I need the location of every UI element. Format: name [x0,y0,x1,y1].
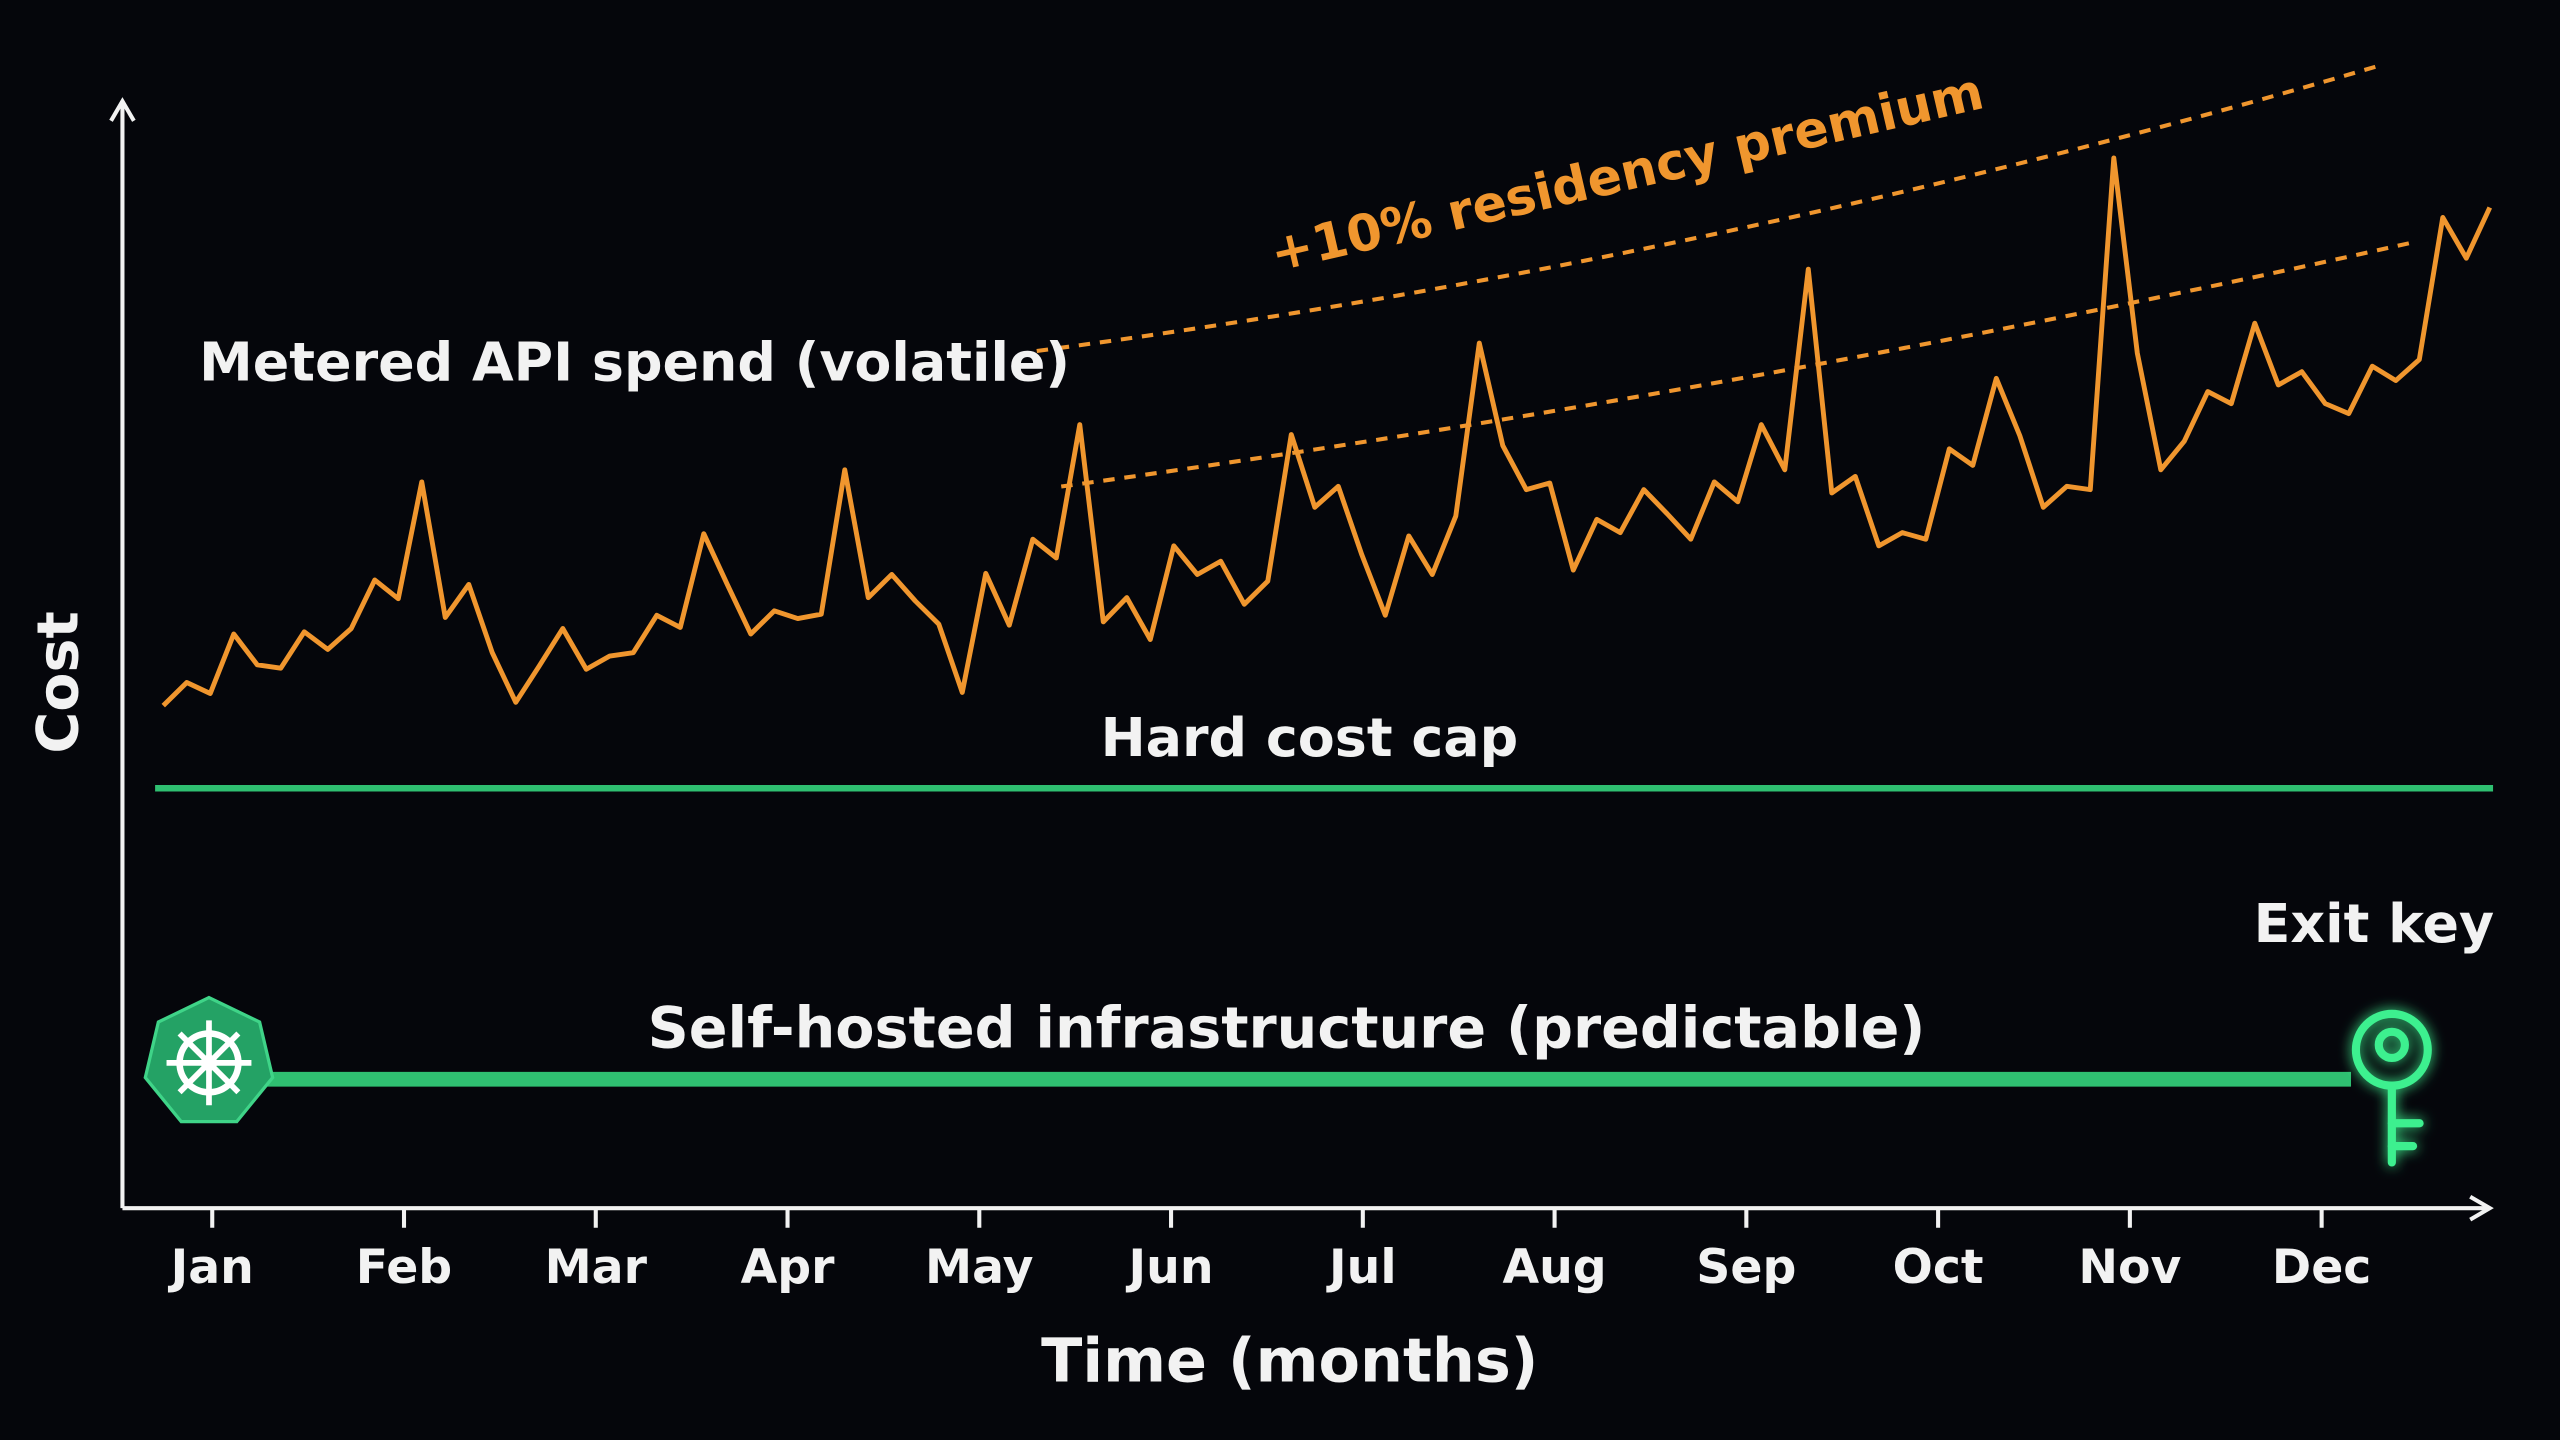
series-line [161,155,2493,708]
axes [109,97,2494,1222]
x-tick-label: Feb [356,1240,452,1295]
x-tick-label: Mar [545,1240,648,1295]
premium-trend-upper [1036,63,2381,354]
x-tick-label: Jan [168,1240,254,1295]
x-tick-label: Jul [1326,1240,1397,1295]
cap-label: Hard cost cap [1101,706,1519,769]
x-tick-label: Dec [2272,1240,2371,1295]
x-tick-label: Oct [1893,1240,1984,1295]
exit-key-label: Exit key [2254,892,2495,955]
x-tick-label: Sep [1696,1240,1796,1295]
x-axis-arrow [2469,1194,2494,1222]
x-axis-label: Time (months) [1041,1326,1538,1396]
y-axis-arrow [109,97,136,122]
x-tick-label: Aug [1502,1240,1606,1295]
exit-key-icon [2351,1009,2432,1167]
premium-trend-lower [1060,239,2417,489]
x-tick-label: Jun [1126,1240,1214,1295]
x-tick-label: Nov [2078,1240,2181,1295]
kubernetes-icon [143,995,275,1124]
marks: Jan Feb Mar Apr May Jun Jul Aug Sep Oct Nov Dec [155,155,2494,1295]
series-label: Metered API spend (volatile) [199,330,1070,393]
self-hosted-label: Self-hosted infrastructure (predictable) [648,995,1926,1061]
x-tick-label: May [925,1240,1033,1295]
x-tick-label: Apr [741,1240,836,1295]
y-axis-label: Cost [26,611,92,753]
